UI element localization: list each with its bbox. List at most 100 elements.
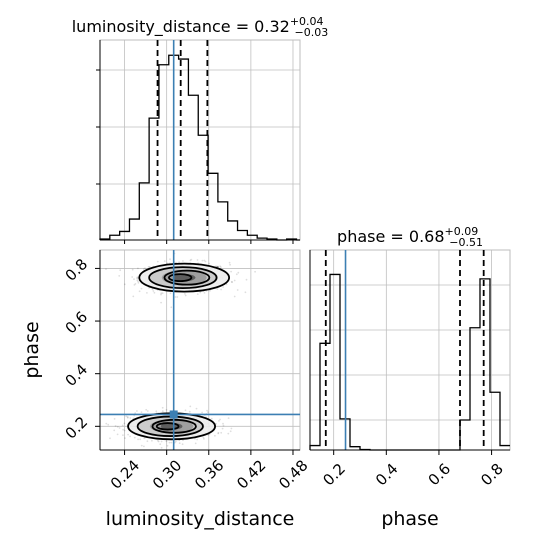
scatter-point: [196, 293, 199, 295]
scatter-point: [145, 408, 148, 411]
scatter-point: [161, 410, 164, 413]
scatter-point: [152, 290, 155, 292]
scatter-point: [207, 411, 209, 414]
scatter-point: [210, 417, 213, 420]
histogram-step-line: [309, 273, 510, 451]
x-tick-label-phase: 0.8: [477, 460, 507, 490]
scatter-point: [184, 409, 187, 412]
scatter-point: [231, 281, 234, 284]
scatter-point: [230, 280, 233, 283]
scatter-point: [156, 260, 159, 263]
scatter-point: [188, 410, 191, 413]
scatter-point: [146, 440, 149, 443]
scatter-point: [160, 301, 163, 304]
scatter-point: [142, 268, 145, 270]
scatter-point: [160, 446, 163, 449]
scatter-point: [113, 418, 116, 420]
x-tick-label-phase: 0.4: [372, 460, 402, 490]
scatter-point: [136, 277, 138, 280]
scatter-point: [220, 431, 223, 434]
scatter-point: [143, 445, 145, 448]
scatter-point: [139, 438, 142, 441]
contour-line-0-0: [138, 262, 231, 293]
scatter-point: [105, 422, 108, 425]
scatter-point: [184, 294, 187, 297]
scatter-point: [236, 289, 239, 291]
scatter-point: [122, 428, 124, 431]
scatter-point: [225, 283, 228, 286]
x-axis-label-phase: phase: [381, 508, 438, 530]
x-axis-label-luminosity-distance: luminosity_distance: [106, 508, 295, 530]
scatter-point: [214, 434, 216, 437]
scatter-point: [235, 273, 238, 276]
scatter-point: [160, 440, 163, 443]
scatter-point: [114, 425, 117, 427]
contour-line-1-3: [155, 422, 180, 431]
scatter-point: [181, 443, 184, 446]
scatter-point: [157, 440, 160, 443]
scatter-point: [169, 258, 171, 261]
scatter-point: [216, 288, 219, 290]
scatter-point: [143, 437, 146, 440]
scatter-point: [123, 283, 126, 286]
scatter-point: [208, 262, 211, 265]
scatter-point: [132, 295, 135, 298]
scatter-point: [156, 439, 159, 442]
y-tick-label-phase: 0.4: [62, 360, 92, 390]
x-tick-label-phase: 0.6: [425, 460, 455, 490]
scatter-point: [166, 444, 169, 447]
scatter-point: [221, 427, 224, 430]
x-tick-label-ld: 0.48: [275, 456, 311, 492]
scatter-point: [202, 436, 205, 439]
scatter-point: [209, 289, 211, 292]
scatter-point: [118, 275, 121, 277]
scatter-point: [206, 409, 209, 412]
scatter-point: [140, 411, 143, 413]
y-tick-label-phase: 0.6: [62, 308, 92, 338]
scatter-point: [178, 261, 181, 263]
scatter-point: [137, 282, 140, 284]
scatter-point: [201, 259, 204, 262]
x-tick-label-ld: 0.30: [149, 456, 185, 492]
scatter-point: [222, 424, 225, 427]
scatter-point: [119, 269, 122, 272]
scatter-point: [218, 420, 220, 422]
histogram-step-line: [99, 54, 300, 241]
scatter-point: [176, 296, 179, 298]
scatter-point: [126, 416, 129, 419]
scatter-point: [136, 410, 138, 412]
scatter-point: [233, 279, 236, 282]
scatter-point: [131, 276, 134, 278]
scatter-point: [219, 418, 221, 421]
scatter-point: [137, 438, 140, 441]
scatter-point: [140, 444, 143, 447]
scatter-point: [137, 280, 139, 283]
scatter-point: [203, 292, 206, 294]
scatter-point: [220, 288, 223, 291]
scatter-point: [194, 442, 197, 445]
x-tick-label-ld: 0.24: [107, 456, 143, 492]
scatter-point: [199, 291, 202, 294]
scatter-point: [195, 407, 198, 410]
scatter-point: [227, 432, 230, 435]
scatter-point: [196, 438, 199, 441]
scatter-point: [160, 292, 163, 295]
ld-phase-2d-panel: 0.24 0.30 0.36 0.42 0.48 0.2 0.4 0.6 0.8: [62, 249, 312, 493]
scatter-point: [220, 266, 222, 268]
scatter-point: [136, 276, 139, 279]
scatter-point: [222, 422, 224, 425]
scatter-point: [163, 260, 166, 262]
contour-line-0-1: [148, 266, 218, 290]
scatter-point: [116, 425, 119, 428]
scatter-point: [190, 258, 193, 261]
scatter-point: [151, 288, 154, 291]
scatter-point: [196, 259, 199, 261]
scatter-point: [121, 424, 124, 427]
y-tick-label-phase: 0.2: [62, 413, 92, 443]
ld-hist-title: luminosity_distance = 0.32+0.04 −0.03: [72, 15, 329, 39]
scatter-point: [144, 267, 146, 270]
scatter-point: [113, 429, 116, 432]
scatter-point: [244, 291, 247, 294]
scatter-point: [160, 293, 162, 296]
